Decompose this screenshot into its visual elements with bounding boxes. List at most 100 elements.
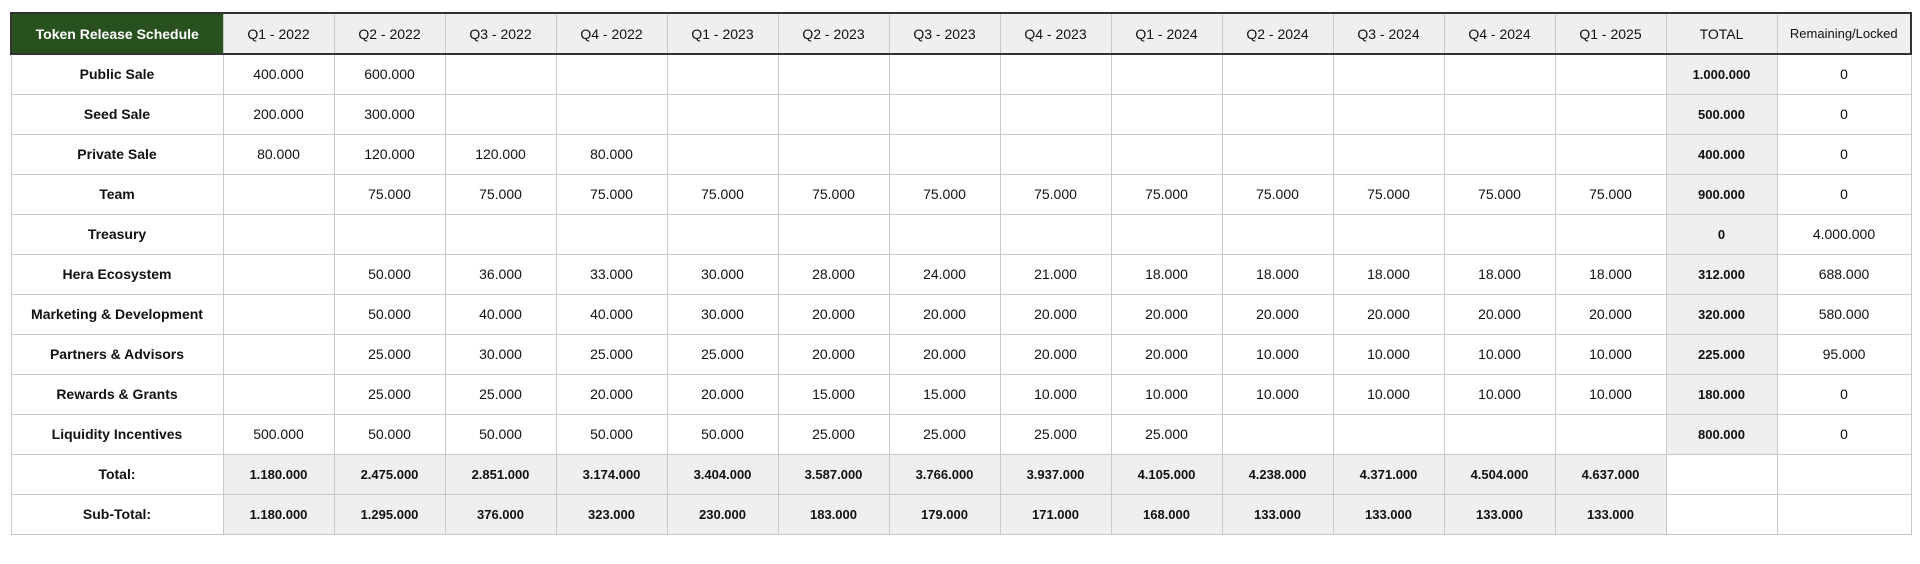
summary-row: Sub-Total: 1.180.000 1.295.000 376.000 323.0… [10, 493, 1912, 535]
table-cell: 1.180.000 [222, 493, 335, 535]
table-cell [1110, 133, 1223, 175]
table-cell: 25.000 [666, 333, 779, 375]
table-cell: 133.000 [1443, 493, 1556, 535]
table-cell: 10.000 [999, 373, 1112, 415]
table-cell [444, 93, 557, 135]
column-header-quarter: Q4 - 2024 [1443, 12, 1556, 55]
table-cell [1332, 93, 1445, 135]
table-cell [1332, 213, 1445, 255]
table-cell [222, 373, 335, 415]
column-header-quarter: Q2 - 2022 [333, 12, 446, 55]
table-body: Public Sale 400.000 600.000 1.000.000 0 Seed … [10, 53, 1912, 535]
table-cell [1221, 53, 1334, 95]
row-total-cell: 180.000 [1665, 373, 1778, 415]
row-label: Public Sale [10, 53, 224, 95]
table-cell: 20.000 [1443, 293, 1556, 335]
table-cell: 3.766.000 [888, 453, 1001, 495]
row-remaining-cell: 4.000.000 [1776, 213, 1912, 255]
table-cell [777, 93, 890, 135]
table-cell [555, 213, 668, 255]
table-cell [555, 93, 668, 135]
table-cell: 33.000 [555, 253, 668, 295]
table-cell [1443, 213, 1556, 255]
table-cell: 75.000 [1554, 173, 1667, 215]
table-cell: 80.000 [222, 133, 335, 175]
table-cell: 4.105.000 [1110, 453, 1223, 495]
table-cell [1554, 413, 1667, 455]
table-cell [666, 53, 779, 95]
table-cell [999, 213, 1112, 255]
row-label: Rewards & Grants [10, 373, 224, 415]
table-cell [222, 253, 335, 295]
table-cell: 20.000 [1332, 293, 1445, 335]
table-cell: 120.000 [333, 133, 446, 175]
table-cell [222, 333, 335, 375]
table-cell [777, 53, 890, 95]
table-cell [222, 213, 335, 255]
table-cell [888, 53, 1001, 95]
table-cell: 30.000 [666, 293, 779, 335]
column-header-quarter: Q3 - 2023 [888, 12, 1001, 55]
table-cell: 600.000 [333, 53, 446, 95]
table-cell [1110, 93, 1223, 135]
table-cell: 75.000 [999, 173, 1112, 215]
table-row: Liquidity Incentives 500.000 50.000 50.000 5… [10, 413, 1912, 455]
row-total-cell: 800.000 [1665, 413, 1778, 455]
table-cell: 400.000 [222, 53, 335, 95]
table-row: Public Sale 400.000 600.000 1.000.000 0 [10, 53, 1912, 95]
table-cell: 133.000 [1554, 493, 1667, 535]
table-cell: 25.000 [333, 333, 446, 375]
row-total-cell [1665, 493, 1778, 535]
table-cell: 40.000 [444, 293, 557, 335]
table-cell [1221, 93, 1334, 135]
table-cell: 4.238.000 [1221, 453, 1334, 495]
table-cell [1443, 413, 1556, 455]
table-row: Hera Ecosystem 50.000 36.000 33.000 30.000 28… [10, 253, 1912, 295]
summary-row: Total: 1.180.000 2.475.000 2.851.000 3.174.0… [10, 453, 1912, 495]
table-cell: 75.000 [1110, 173, 1223, 215]
column-header-quarter: Q3 - 2022 [444, 12, 557, 55]
table-cell: 75.000 [1221, 173, 1334, 215]
table-cell: 25.000 [888, 413, 1001, 455]
row-label: Total: [10, 453, 224, 495]
table-cell [777, 213, 890, 255]
row-remaining-cell: 0 [1776, 133, 1912, 175]
table-cell: 20.000 [1110, 293, 1223, 335]
table-cell: 50.000 [333, 413, 446, 455]
table-cell: 25.000 [444, 373, 557, 415]
table-cell: 15.000 [777, 373, 890, 415]
table-cell: 183.000 [777, 493, 890, 535]
row-label: Hera Ecosystem [10, 253, 224, 295]
row-remaining-cell: 0 [1776, 413, 1912, 455]
table-cell: 50.000 [555, 413, 668, 455]
table-cell: 2.851.000 [444, 453, 557, 495]
table-cell: 168.000 [1110, 493, 1223, 535]
column-header-quarter: Q1 - 2025 [1554, 12, 1667, 55]
table-cell [1554, 213, 1667, 255]
table-cell: 3.404.000 [666, 453, 779, 495]
table-cell [999, 133, 1112, 175]
column-header-quarter: Q2 - 2023 [777, 12, 890, 55]
table-cell [1221, 413, 1334, 455]
table-cell [888, 133, 1001, 175]
table-cell: 133.000 [1221, 493, 1334, 535]
table-cell: 24.000 [888, 253, 1001, 295]
table-cell: 75.000 [333, 173, 446, 215]
table-cell: 50.000 [444, 413, 557, 455]
table-cell: 4.371.000 [1332, 453, 1445, 495]
table-cell [1221, 213, 1334, 255]
row-total-cell: 500.000 [1665, 93, 1778, 135]
table-cell: 20.000 [777, 333, 890, 375]
table-cell: 10.000 [1221, 373, 1334, 415]
table-cell: 75.000 [666, 173, 779, 215]
column-header-quarter: Q4 - 2022 [555, 12, 668, 55]
column-header-quarter: Q1 - 2023 [666, 12, 779, 55]
table-cell: 500.000 [222, 413, 335, 455]
token-release-schedule-table: Token Release Schedule Q1 - 2022 Q2 - 2022… [10, 12, 1912, 535]
table-cell [444, 53, 557, 95]
table-cell: 50.000 [333, 293, 446, 335]
table-cell: 21.000 [999, 253, 1112, 295]
column-header-quarter: Q1 - 2024 [1110, 12, 1223, 55]
table-cell: 25.000 [555, 333, 668, 375]
row-label: Treasury [10, 213, 224, 255]
